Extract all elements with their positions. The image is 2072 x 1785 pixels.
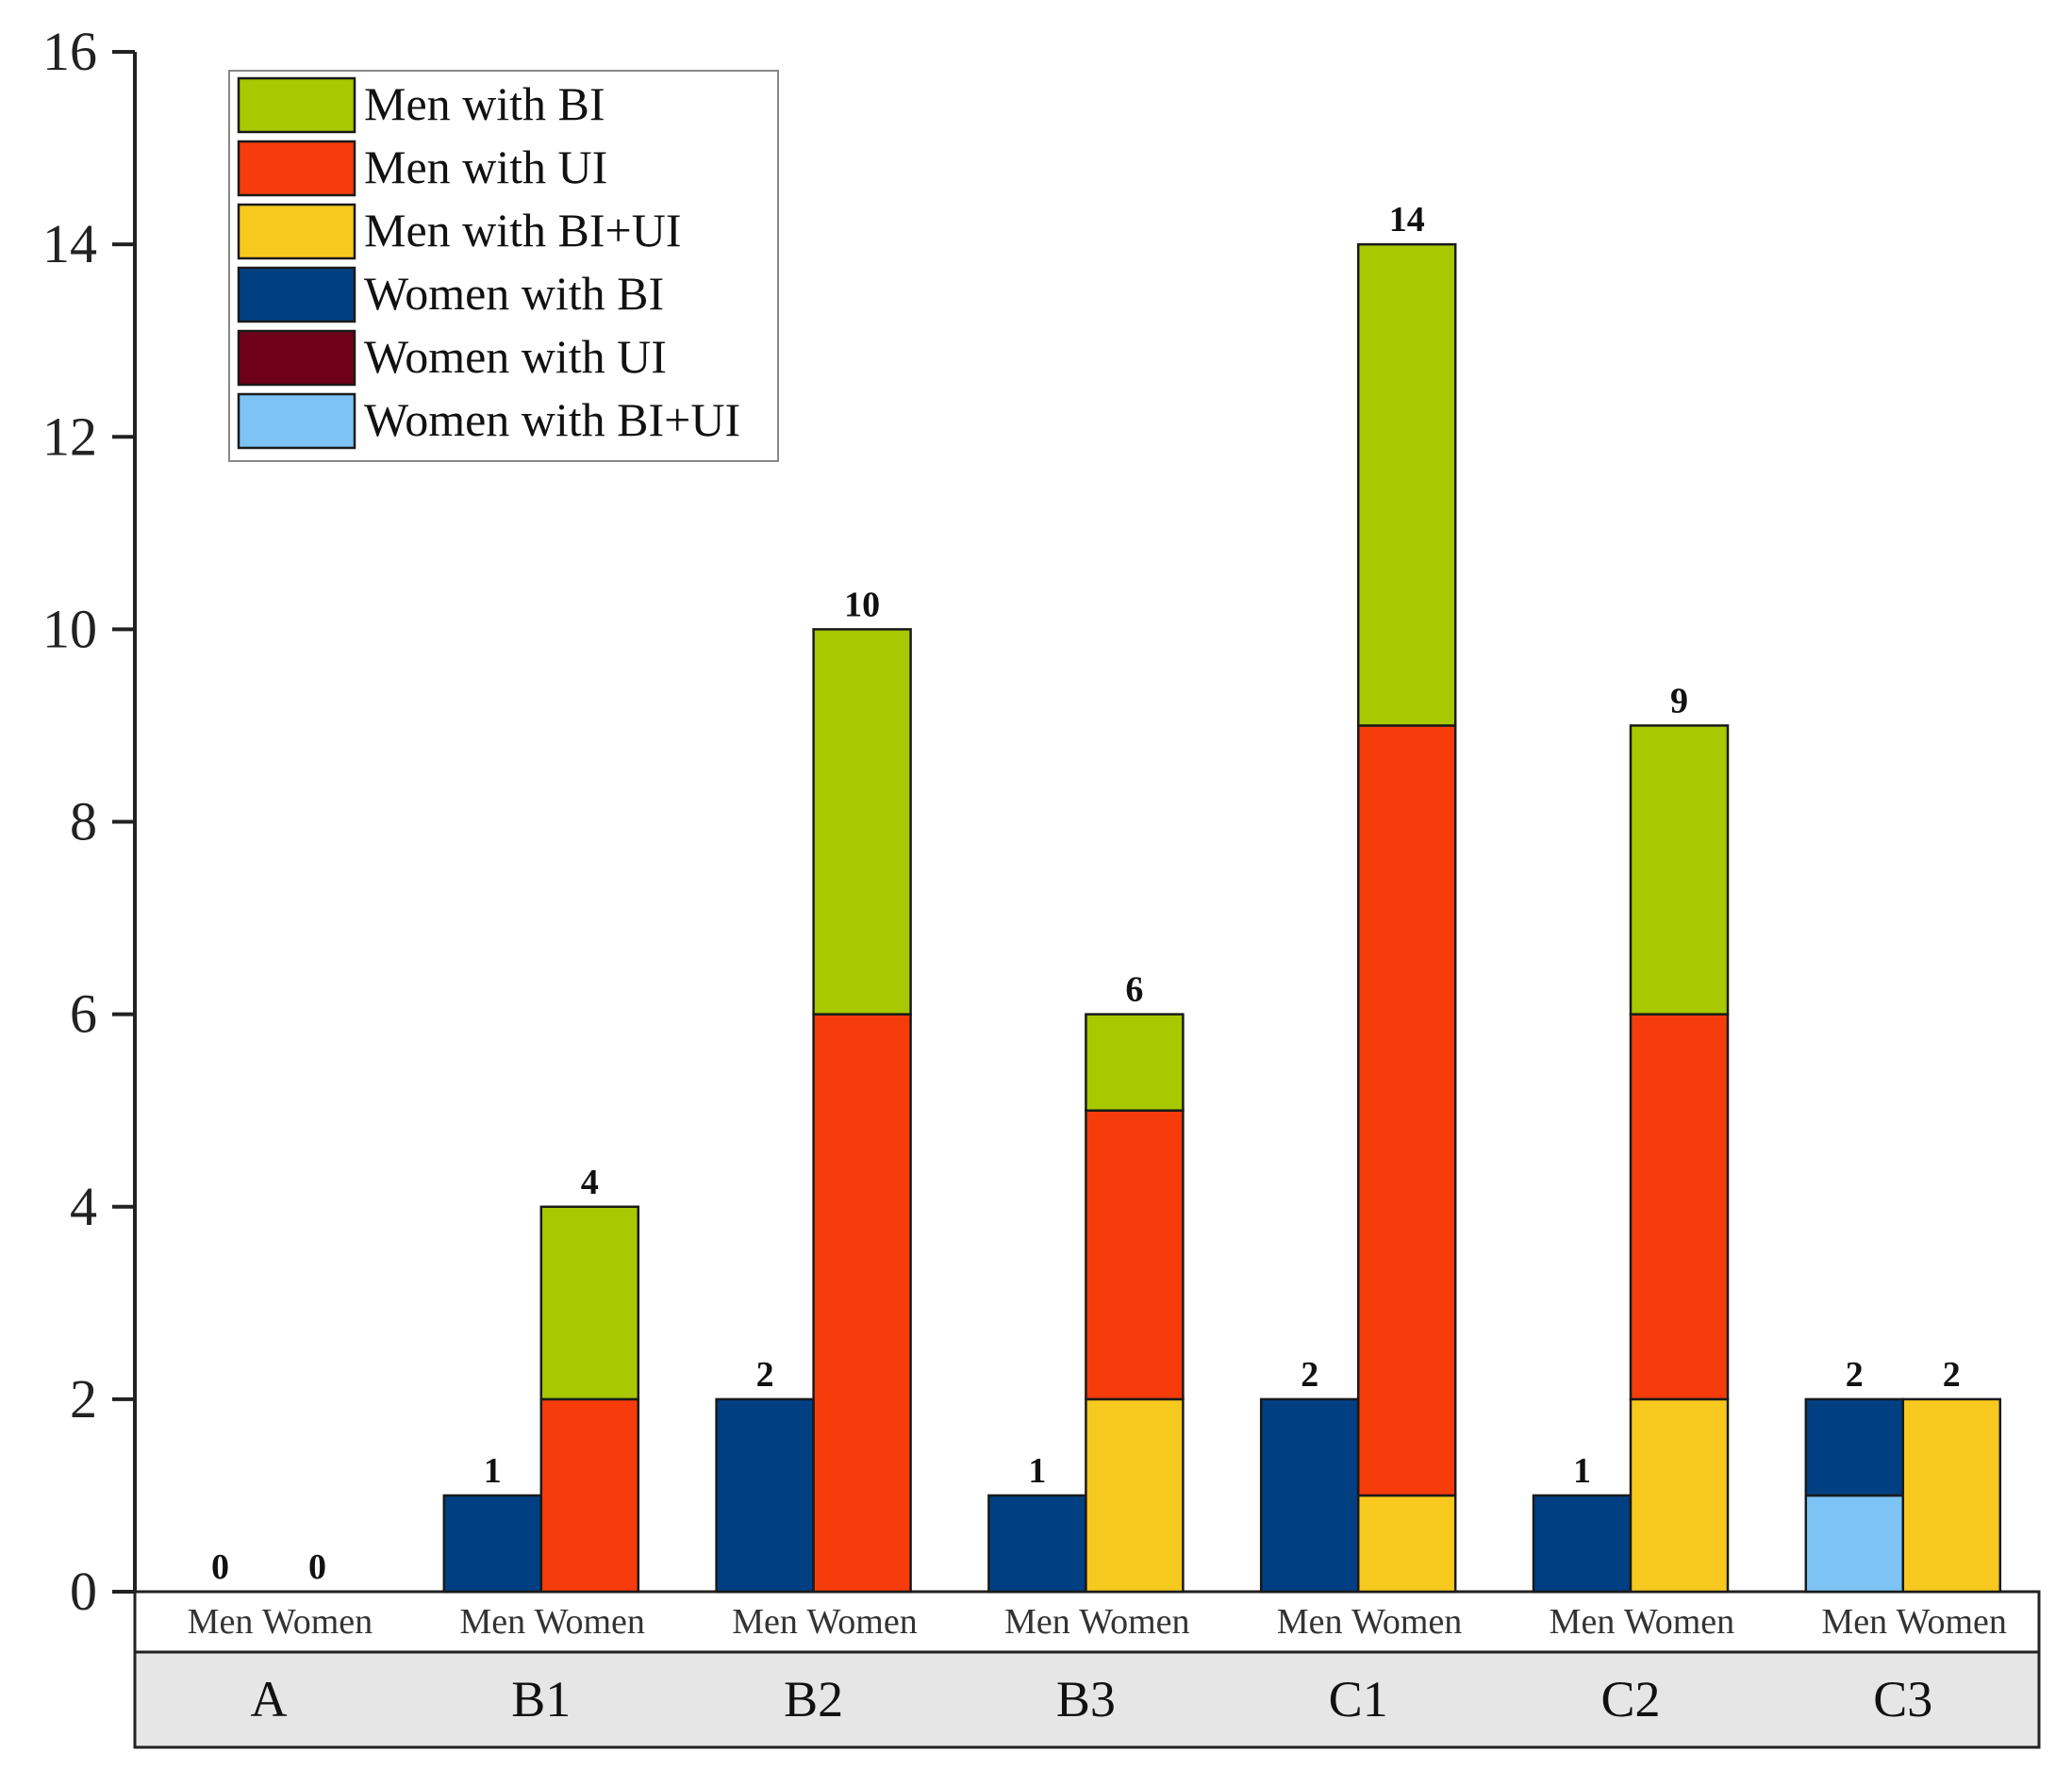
y-tick-label-0: 0 (70, 1561, 97, 1622)
bar-c1-women-men-with-ui (1356, 724, 1457, 1497)
legend-swatch-women-with-bi-plus-ui (237, 392, 356, 450)
bar-b2-men-women-with-bi (715, 1397, 815, 1594)
bar-c3-men-women-with-bi-plus-ui (1804, 1494, 1905, 1594)
total-label-a-women: 0 (308, 1547, 326, 1587)
group-label-b3: B3 (1056, 1671, 1116, 1727)
bar-b2-women-men-with-ui (812, 1013, 912, 1594)
total-label-c2-men: 1 (1573, 1451, 1591, 1491)
bar-c3-men-women-with-bi (1804, 1397, 1905, 1497)
y-tick-label-12: 12 (42, 405, 97, 467)
bar-b3-men-women-with-bi (987, 1494, 1087, 1594)
subgroup-label-c3-women: Women (1897, 1602, 2007, 1642)
legend-label-women-with-ui: Women with UI (364, 330, 667, 383)
legend-swatch-men-with-ui (237, 140, 356, 197)
bar-c1-women-men-with-bi (1356, 242, 1457, 727)
total-label-b2-men: 2 (756, 1355, 774, 1395)
bar-b1-men-women-with-bi (442, 1494, 543, 1594)
bar-b1-women-men-with-ui (539, 1397, 640, 1594)
bars (442, 242, 2002, 1594)
legend-swatch-men-with-bi (237, 76, 356, 134)
bar-c2-women-men-with-bi-plus-ui (1629, 1397, 1730, 1594)
y-tick-label-2: 2 (70, 1368, 97, 1430)
subgroup-label-b3-men: Men (1004, 1602, 1070, 1642)
bar-b3-women-men-with-bi (1085, 1013, 1185, 1112)
y-tick-label-8: 8 (70, 791, 97, 852)
y-tick-label-6: 6 (70, 983, 97, 1045)
legend-swatch-women-with-ui (237, 329, 356, 387)
total-label-a-men: 0 (211, 1547, 229, 1587)
bar-c2-men-women-with-bi (1532, 1494, 1633, 1594)
subgroup-label-band (133, 1590, 2041, 1654)
category-bands (133, 1590, 2041, 1749)
bar-b3-women-men-with-ui (1085, 1109, 1185, 1401)
subgroup-label-a-women: Women (262, 1602, 373, 1642)
subgroup-label-b3-women: Women (1079, 1602, 1189, 1642)
group-label-c2: C2 (1600, 1671, 1660, 1727)
legend-label-men-with-ui: Men with UI (364, 140, 607, 193)
y-tick-label-10: 10 (42, 598, 97, 659)
y-tick-label-4: 4 (70, 1176, 97, 1237)
y-tick-label-16: 16 (42, 21, 97, 82)
total-label-c1-men: 2 (1301, 1355, 1318, 1395)
legend: Men with BI Men with UI Men with BI+UI Wome… (228, 70, 779, 462)
bar-c1-men-women-with-bi (1259, 1397, 1360, 1594)
y-axis: 0 2 4 6 8 10 12 14 16 (42, 21, 137, 1622)
total-label-b1-men: 1 (484, 1451, 502, 1491)
total-label-b3-men: 1 (1028, 1451, 1046, 1491)
subgroup-label-c2-men: Men (1550, 1602, 1616, 1642)
total-label-b1-women: 4 (581, 1163, 599, 1202)
subgroup-label-c1-men: Men (1277, 1602, 1343, 1642)
total-label-c1-women: 14 (1389, 200, 1425, 240)
bar-b2-women-men-with-bi (812, 628, 912, 1016)
subgroup-label-a-men: Men (188, 1602, 254, 1642)
group-label-b1: B1 (511, 1671, 571, 1727)
subgroup-label-b1-women: Women (535, 1602, 645, 1642)
group-label-a: A (251, 1671, 288, 1727)
total-label-c2-women: 9 (1670, 681, 1688, 720)
subgroup-label-c3-men: Men (1821, 1602, 1887, 1642)
legend-label-women-with-bi: Women with BI (364, 267, 664, 320)
group-label-c1: C1 (1329, 1671, 1388, 1727)
bar-c1-women-men-with-bi-plus-ui (1356, 1494, 1457, 1594)
group-label-c3: C3 (1873, 1671, 1932, 1727)
total-label-b2-women: 10 (844, 585, 880, 624)
total-label-c3-men: 2 (1846, 1355, 1864, 1395)
subgroup-label-b2-women: Women (806, 1602, 917, 1642)
y-tick-label-14: 14 (42, 213, 97, 274)
bar-b3-women-men-with-bi-plus-ui (1085, 1397, 1185, 1594)
legend-swatch-women-with-bi (237, 266, 356, 323)
bar-b1-women-men-with-bi (539, 1205, 640, 1401)
bar-c2-women-men-with-bi (1629, 724, 1730, 1016)
group-label-band (133, 1650, 2041, 1749)
total-label-b3-women: 6 (1125, 970, 1143, 1010)
bar-c2-women-men-with-ui (1629, 1013, 1730, 1401)
group-label-b2: B2 (784, 1671, 843, 1727)
subgroup-label-c2-women: Women (1624, 1602, 1734, 1642)
data-labels: 0 Men 0 Women A 1 Men 4 Women B1 2 Men 10 Women B2 1 Men… (188, 200, 2007, 1727)
legend-swatch-men-with-bi-plus-ui (237, 203, 356, 260)
legend-label-women-with-bi-plus-ui: Women with BI+UI (364, 393, 740, 446)
total-label-c3-women: 2 (1943, 1355, 1961, 1395)
subgroup-label-c1-women: Women (1351, 1602, 1462, 1642)
legend-label-men-with-bi: Men with BI (364, 77, 605, 130)
legend-label-men-with-bi-plus-ui: Men with BI+UI (364, 204, 682, 256)
bar-c3-women-men-with-bi-plus-ui (1901, 1397, 2002, 1594)
subgroup-label-b2-men: Men (732, 1602, 798, 1642)
subgroup-label-b1-men: Men (459, 1602, 525, 1642)
